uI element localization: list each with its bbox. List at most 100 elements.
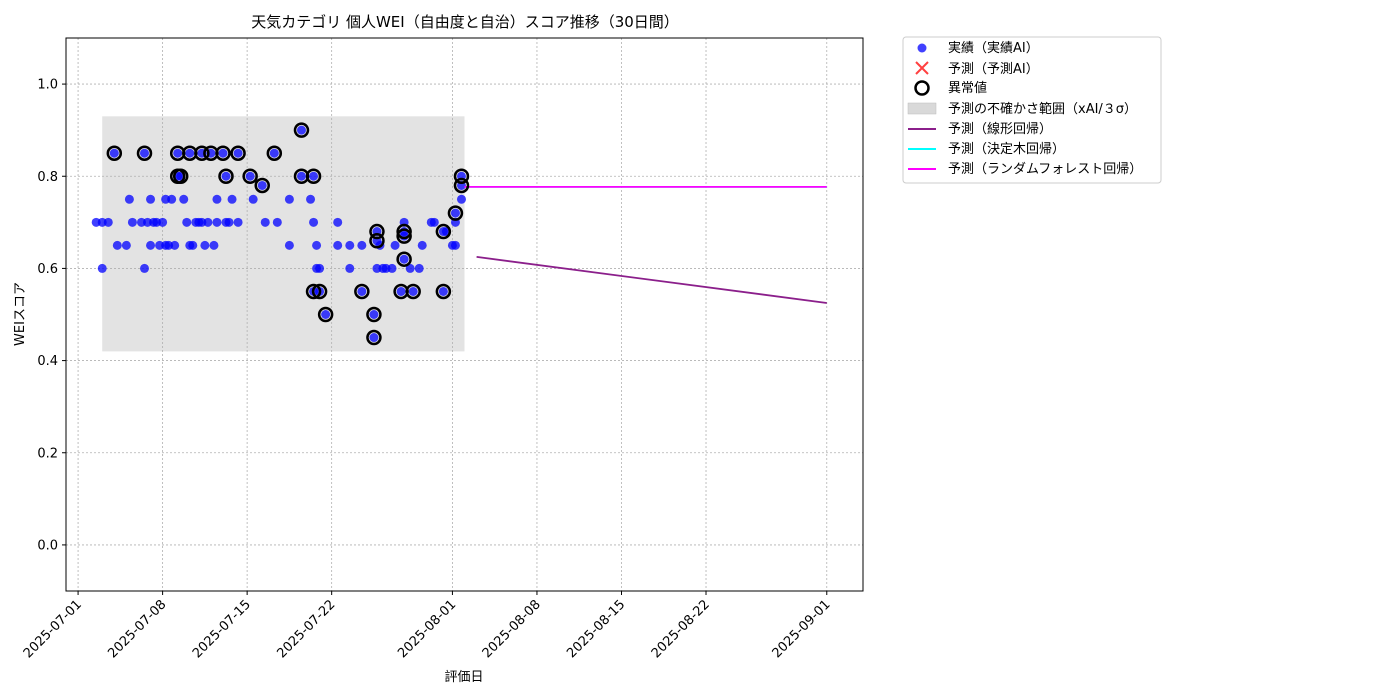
anomaly-marker — [305, 168, 322, 184]
actual-point — [139, 263, 149, 273]
legend-label-anomaly: 異常値 — [948, 80, 987, 96]
actual-point — [248, 194, 258, 204]
actual-point — [405, 263, 415, 273]
anomaly-marker — [172, 168, 189, 184]
actual-point — [369, 333, 379, 343]
actual-point — [345, 240, 355, 250]
legend-item-predicted: 予測（予測AI） — [915, 61, 1039, 77]
x-tick-label: 2025-07-08 — [105, 597, 169, 661]
anomaly-marker — [369, 233, 385, 249]
actual-point — [173, 148, 183, 158]
actual-point — [185, 148, 195, 158]
actual-point — [182, 217, 192, 227]
y-axis-label: WEIスコア — [13, 282, 28, 346]
legend-frame — [902, 36, 1162, 184]
x-tick-label: 2025-07-15 — [190, 597, 254, 661]
actual-point — [112, 240, 122, 250]
legend-label-linear: 予測（線形回帰） — [948, 121, 1052, 137]
legend: 実績（実績AI） 予測（予測AI） 異常値 予測の不確かさ範囲（xAI/３σ） … — [902, 36, 1162, 184]
anomaly-marker — [136, 145, 153, 161]
anomaly-marker — [311, 283, 328, 300]
y-tick-label: 0.0 — [37, 538, 58, 553]
actual-point — [245, 171, 255, 181]
actual-point — [170, 240, 180, 250]
actual-point — [97, 263, 107, 273]
anomaly-marker — [293, 122, 310, 138]
actual-point — [233, 148, 243, 158]
actual-point — [414, 263, 424, 273]
anomaly-marker — [106, 145, 123, 161]
actual-point — [224, 217, 234, 227]
actual-point — [306, 194, 316, 204]
actual-point — [399, 254, 409, 264]
actual-point — [203, 217, 213, 227]
legend-item-actual: 実績（実績AI） — [917, 40, 1039, 56]
actual-point — [167, 194, 177, 204]
actual-point — [357, 286, 367, 296]
actual-point — [315, 263, 325, 273]
anomaly-marker — [194, 145, 210, 161]
actual-point — [321, 310, 331, 319]
actual-point — [257, 180, 267, 190]
x-tick-label: 2025-07-22 — [274, 597, 338, 661]
anomaly-marker — [366, 306, 382, 323]
x-tick-label: 2025-09-01 — [770, 597, 834, 661]
actual-point — [127, 217, 137, 227]
legend-marker-actual — [917, 43, 927, 53]
legend-label-uncertainty: 予測の不確かさ範囲（xAI/３σ） — [948, 101, 1137, 117]
legend-item-uncertainty: 予測の不確かさ範囲（xAI/３σ） — [907, 101, 1137, 117]
actual-point — [179, 194, 189, 204]
actual-point — [450, 240, 460, 250]
plot-area: 0.0 0.2 0.4 0.6 0.8 1.0 2025-07-01 2025-07-08 20… — [21, 37, 864, 661]
legend-label-predicted: 予測（予測AI） — [948, 62, 1039, 77]
actual-point — [309, 217, 319, 227]
legend-marker-anomaly — [914, 80, 930, 96]
y-tick-label: 0.2 — [37, 446, 58, 461]
legend-item-tree: 予測（決定木回帰） — [908, 141, 1065, 157]
prediction-line — [476, 256, 827, 304]
actual-point — [333, 217, 343, 227]
actual-point — [146, 194, 156, 204]
actual-point — [272, 217, 282, 227]
legend-item-linear: 予測（線形回帰） — [908, 121, 1052, 137]
actual-point — [212, 217, 222, 227]
x-tick-label: 2025-08-22 — [649, 597, 713, 661]
actual-point — [345, 263, 355, 273]
actual-point — [296, 171, 306, 181]
actual-point — [109, 148, 119, 158]
actual-point — [103, 217, 113, 227]
actual-point — [200, 240, 210, 250]
anomaly-marker — [354, 283, 370, 300]
actual-point — [390, 240, 400, 250]
actual-point — [221, 171, 231, 181]
anomaly-marker — [369, 223, 385, 240]
actual-point — [121, 240, 131, 250]
actual-point — [139, 148, 149, 158]
x-tick-label: 2025-08-01 — [395, 597, 459, 661]
anomaly-marker — [266, 145, 283, 161]
legend-marker-uncertainty — [907, 102, 937, 115]
anomaly-marker — [453, 168, 470, 184]
actual-point — [260, 217, 270, 227]
actual-point — [438, 286, 448, 296]
anomaly-marker — [453, 177, 470, 194]
actual-point — [124, 194, 134, 204]
anomaly-marker — [435, 223, 452, 240]
actual-point — [227, 194, 237, 204]
legend-marker-predicted — [915, 61, 929, 75]
actual-point — [408, 286, 418, 296]
actual-point — [450, 208, 460, 218]
actual-point — [296, 125, 306, 135]
actual-point — [209, 240, 219, 250]
chart-title: 天気カテゴリ 個人WEI（自由度と自治）スコア推移（30日間） — [251, 13, 679, 31]
actual-point — [387, 263, 397, 273]
legend-item-anomaly: 異常値 — [914, 80, 987, 96]
actual-point — [284, 194, 294, 204]
actual-point — [396, 286, 406, 296]
anomaly-marker — [254, 177, 270, 194]
y-tick-label: 0.6 — [37, 262, 58, 277]
x-axis-label: 評価日 — [444, 670, 483, 685]
actual-point — [429, 217, 439, 227]
actual-point — [188, 240, 198, 250]
